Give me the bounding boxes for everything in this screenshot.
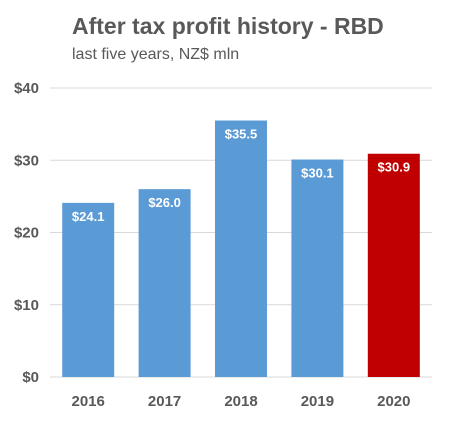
bar-2020 <box>367 153 420 377</box>
y-tick-label: $0 <box>22 369 39 386</box>
chart-subtitle: last five years, NZ$ mln <box>72 46 240 63</box>
x-tick-label: 2020 <box>377 393 410 410</box>
bar-2019 <box>291 159 344 377</box>
data-label: $26.0 <box>148 195 181 210</box>
y-tick-label: $10 <box>14 297 39 314</box>
data-label: $30.9 <box>378 160 411 175</box>
x-tick-label: 2019 <box>301 393 334 410</box>
bar-2017 <box>138 189 191 377</box>
data-label: $35.5 <box>225 127 258 142</box>
y-tick-label: $40 <box>14 80 39 97</box>
x-tick-label: 2018 <box>224 393 257 410</box>
x-tick-label: 2016 <box>72 393 105 410</box>
chart-title: After tax profit history - RBD <box>72 13 384 39</box>
y-tick-label: $30 <box>14 152 39 169</box>
data-label: $30.1 <box>301 166 334 181</box>
bar-2018 <box>215 120 267 377</box>
bar-2016 <box>62 202 115 377</box>
data-label: $24.1 <box>72 209 105 224</box>
x-tick-label: 2017 <box>148 393 181 410</box>
y-tick-label: $20 <box>14 225 39 242</box>
